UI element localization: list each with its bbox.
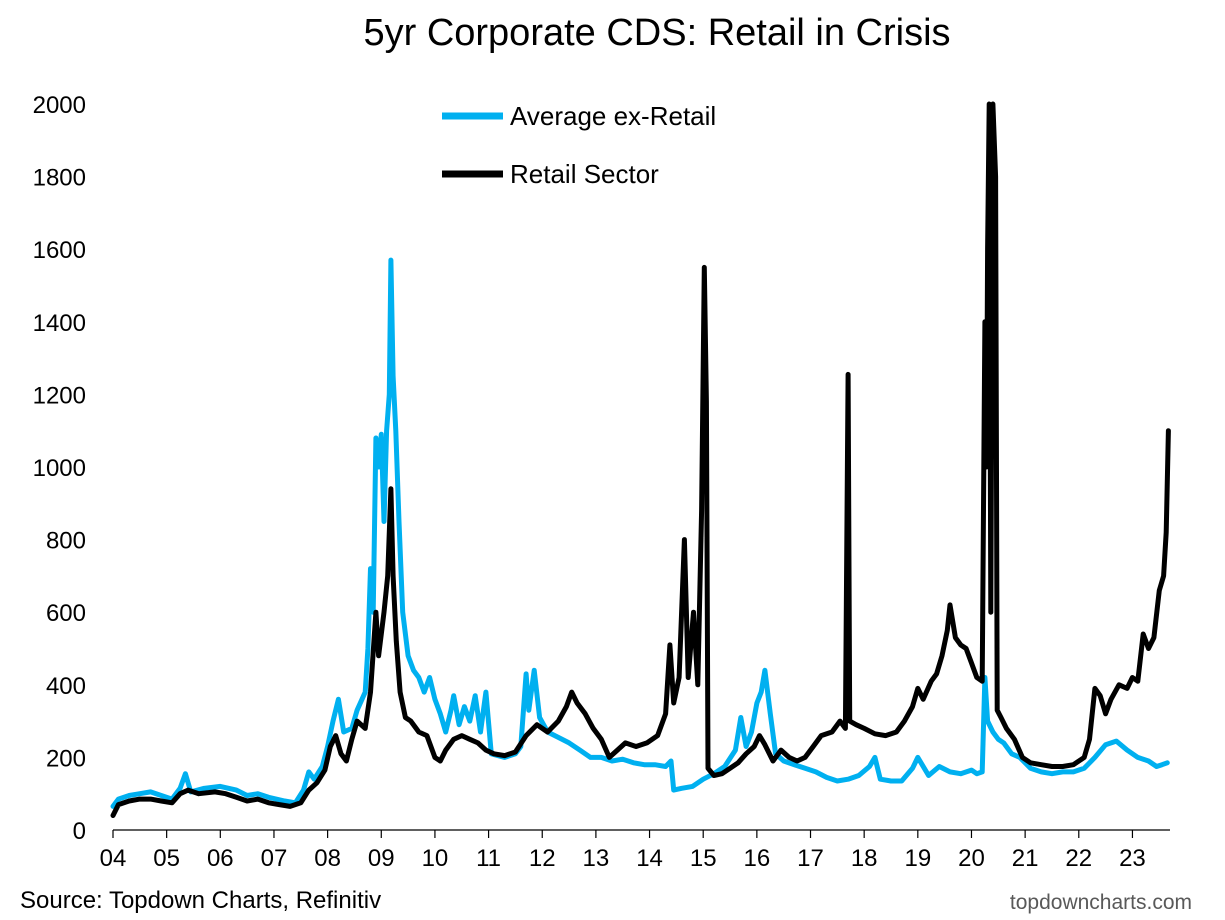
x-tick-label: 13: [583, 845, 610, 872]
y-tick-label: 0: [73, 818, 86, 845]
x-axis: 04 05 06 07 08 09 10 11 12 13 14 15 16 17 18 19 20 21 22 23: [100, 830, 1146, 872]
x-tick-label: 08: [314, 845, 341, 872]
legend: Average ex-Retail Retail Sector: [442, 101, 716, 189]
y-tick-label: 1600: [33, 237, 86, 264]
x-tick-label: 19: [904, 845, 931, 872]
x-tick-label: 23: [1119, 845, 1146, 872]
y-axis: 0 200 400 600 800 1000 1200 1400 1600 1800 2000: [33, 92, 86, 845]
x-tick-label: 20: [958, 845, 985, 872]
x-tick-label: 09: [368, 845, 395, 872]
y-tick-label: 1800: [33, 165, 86, 192]
y-tick-label: 1000: [33, 455, 86, 482]
y-tick-label: 1400: [33, 310, 86, 337]
x-tick-label: 21: [1012, 845, 1039, 872]
chart-title: 5yr Corporate CDS: Retail in Crisis: [363, 12, 950, 54]
x-tick-label: 05: [153, 845, 180, 872]
x-tick-label: 16: [744, 845, 771, 872]
x-tick-label: 06: [207, 845, 234, 872]
y-tick-label: 600: [46, 600, 86, 627]
x-tick-label: 04: [100, 845, 127, 872]
x-tick-label: 22: [1065, 845, 1092, 872]
y-tick-label: 800: [46, 528, 86, 555]
x-tick-label: 18: [851, 845, 878, 872]
x-tick-label: 17: [797, 845, 824, 872]
y-tick-label: 200: [46, 745, 86, 772]
x-tick-label: 15: [690, 845, 717, 872]
series-line-retail-sector: [110, 101, 1171, 818]
x-tick-label: 11: [476, 845, 501, 872]
plot-area: [110, 101, 1171, 818]
y-tick-label: 400: [46, 673, 86, 700]
y-tick-label: 2000: [33, 92, 86, 119]
x-tick-label: 10: [422, 845, 449, 872]
x-tick-label: 14: [636, 845, 663, 872]
brand-watermark: topdowncharts.com: [1010, 891, 1192, 914]
series-line-average-ex-retail: [110, 257, 1170, 809]
y-tick-label: 1200: [33, 382, 86, 409]
legend-label-average-ex-retail: Average ex-Retail: [510, 101, 716, 131]
x-tick-label: 12: [529, 845, 556, 872]
x-tick-label: 07: [261, 845, 288, 872]
source-note: Source: Topdown Charts, Refinitiv: [20, 887, 381, 914]
legend-label-retail-sector: Retail Sector: [510, 159, 659, 189]
